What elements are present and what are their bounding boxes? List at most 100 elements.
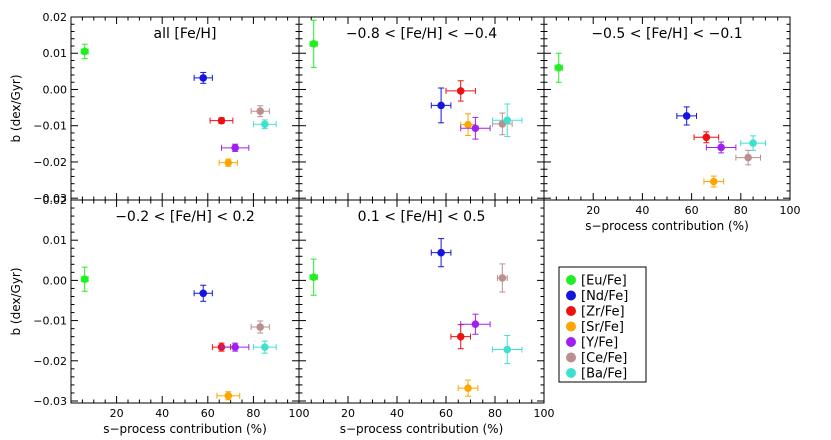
data-point-ce [492, 112, 513, 136]
legend-item-y: [Y/Fe] [566, 336, 618, 351]
panel-5: 20 40 60 80 100 s−process contribution (%) 0.1… [298, 199, 555, 436]
panels-layer: 0.02 0.01 0.00 −0.01 −0.02 −0.03 b (dex/Gyr) al… [9, 11, 801, 436]
legend-item-ce: [Ce/Fe] [566, 351, 627, 366]
legend-label: [Zr/Fe] [581, 305, 625, 320]
panel-frame [298, 199, 545, 404]
marker-sr [224, 158, 233, 167]
legend-item-eu: [Eu/Fe] [566, 274, 627, 289]
marker-ce [498, 274, 507, 282]
x-tick-label: 40 [390, 407, 404, 420]
x-tick-label: 20 [341, 407, 355, 420]
y-tick-label: 0.01 [43, 47, 68, 60]
legend-label: [Ba/Fe] [581, 367, 627, 382]
y-tick-label: −0.02 [33, 355, 67, 368]
data-point-sr [457, 379, 479, 397]
y-tick-label: 0.02 [43, 11, 68, 24]
x-axis-label: s−process contribution (%) [340, 422, 504, 436]
panel-title: all [Fe/H] [154, 26, 217, 42]
data-point-sr [703, 175, 725, 188]
x-tick-label: 100 [289, 407, 310, 420]
marker-nd [437, 248, 445, 257]
legend-label: [Nd/Fe] [581, 289, 628, 304]
data-point-zr [445, 80, 476, 102]
y-tick-label: 0.00 [43, 274, 68, 287]
panel-1: 0.02 0.01 0.00 −0.01 −0.02 −0.03 b (dex/Gyr) al… [9, 11, 300, 205]
panel-2: −0.8 < [Fe/H] < −0.4 [298, 16, 545, 201]
y-tick-label: −0.01 [33, 315, 67, 328]
x-tick-label: 80 [734, 204, 748, 217]
data-point-nd [676, 106, 698, 126]
y-tick-label: 0.01 [43, 234, 68, 247]
data-point-y [460, 116, 491, 140]
marker-sr [224, 391, 233, 400]
panel-4: 20 40 60 80 100 0.02 0.01 0.00 −0.01 −0.02 −0.03 s−… [9, 194, 310, 436]
marker-ba [261, 343, 269, 351]
data-point-y [220, 342, 250, 352]
data-point-zr [209, 116, 234, 125]
marker-eu [554, 63, 563, 72]
data-point-zr [693, 131, 720, 144]
data-point-y [705, 141, 737, 154]
x-tick-label: 40 [635, 204, 649, 217]
marker-sr [709, 177, 718, 186]
panel-title: 0.1 < [Fe/H] < 0.5 [358, 209, 486, 225]
marker-ba [503, 116, 512, 125]
x-tick-label: 60 [439, 407, 453, 420]
y-axis-label: b (dex/Gyr) [9, 74, 23, 142]
panel-3: 20 40 60 80 100 s−process contribution (%) −0.… [543, 16, 801, 233]
x-tick-label: 40 [155, 407, 169, 420]
data-point-ba [740, 135, 766, 151]
panel-frame [70, 199, 300, 404]
data-point-eu [309, 258, 318, 296]
panel-frame [543, 16, 791, 201]
data-point-ba [492, 103, 523, 138]
legend-marker [566, 290, 576, 301]
data-point-nd [193, 71, 213, 84]
y-tick-label: 0.00 [43, 83, 68, 96]
data-point-ba [492, 334, 523, 365]
marker-zr [456, 87, 465, 95]
data-point-ba [252, 119, 277, 130]
marker-sr [464, 384, 472, 392]
marker-eu [309, 40, 318, 48]
y-tick-label: −0.01 [33, 120, 67, 133]
marker-ce [256, 323, 265, 331]
data-point-ce [496, 263, 508, 293]
legend-marker [566, 352, 576, 363]
marker-eu [80, 47, 89, 56]
legend-item-zr: [Zr/Fe] [566, 305, 625, 320]
marker-y [231, 343, 239, 351]
y-tick-label: 0.02 [43, 194, 68, 207]
legend-item-sr: [Sr/Fe] [566, 320, 624, 335]
data-point-zr [450, 324, 471, 350]
marker-ba [503, 345, 512, 354]
x-tick-label: 100 [534, 407, 555, 420]
legend-marker [566, 368, 576, 378]
legend-marker [566, 275, 576, 285]
data-point-sr [216, 391, 241, 401]
marker-y [471, 320, 480, 329]
legend-marker [566, 337, 576, 347]
data-point-nd [193, 284, 213, 302]
marker-eu [80, 275, 89, 283]
legend-label: [Eu/Fe] [581, 274, 627, 289]
x-tick-label: 80 [246, 407, 260, 420]
marker-nd [199, 74, 208, 82]
legend-item-ba: [Ba/Fe] [566, 367, 627, 382]
y-axis-label: b (dex/Gyr) [9, 267, 23, 335]
x-tick-label: 80 [488, 407, 502, 420]
marker-y [231, 144, 239, 152]
marker-ce [256, 107, 265, 116]
marker-zr [456, 332, 465, 341]
y-tick-label: −0.02 [33, 156, 67, 169]
panel-title: −0.8 < [Fe/H] < −0.4 [346, 26, 497, 42]
y-tick-label: −0.03 [33, 192, 67, 205]
panel-title: −0.2 < [Fe/H] < 0.2 [115, 209, 255, 225]
x-tick-label: 60 [201, 407, 215, 420]
legend-marker [566, 306, 576, 316]
data-point-y [220, 143, 250, 152]
data-point-eu [554, 52, 563, 83]
legend-label: [Y/Fe] [581, 336, 618, 351]
marker-zr [217, 116, 226, 125]
